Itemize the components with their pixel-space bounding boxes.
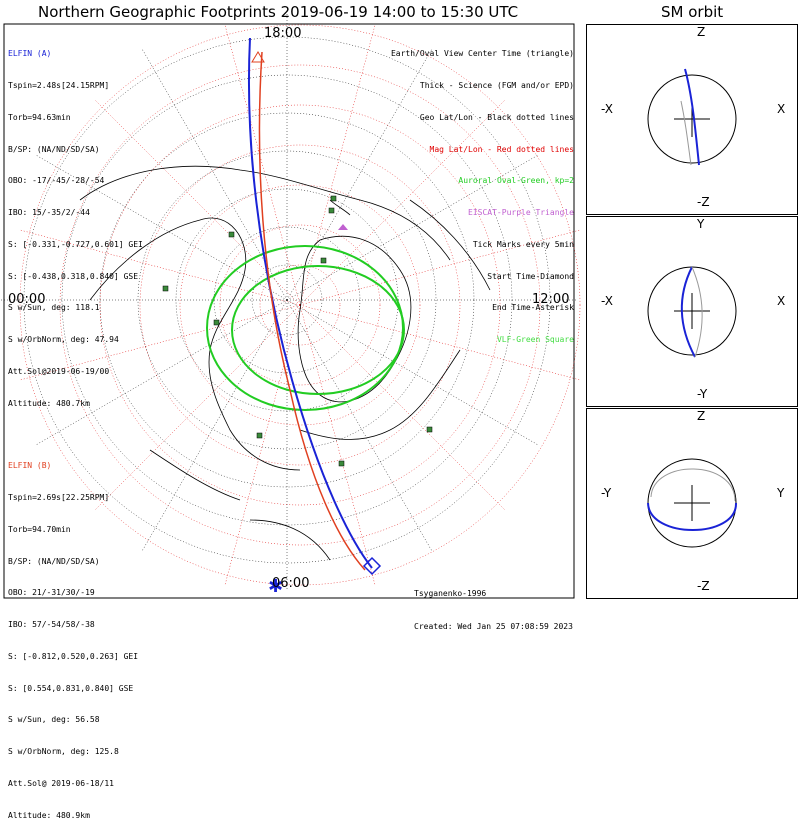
hour-label-right: 12:00: [532, 292, 570, 307]
footprint-map: ✱: [0, 10, 581, 599]
hour-label-top: 18:00: [264, 26, 302, 41]
start-diamond: [362, 556, 382, 576]
elfin-b-track: [258, 51, 366, 571]
elfin-b-line: Torb=94.70min: [8, 524, 71, 534]
legend: Earth/Oval View Center Time (triangle) T…: [391, 28, 574, 356]
lat-lon-grid: [0, 10, 581, 590]
map-title: Northern Geographic Footprints 2019-06-1…: [38, 3, 519, 21]
axis-label-bottom: -Y: [697, 387, 708, 401]
elfin-a-info: ELFIN (A) Tspin=2.48s[24.15RPM] Torb=94.…: [8, 28, 143, 420]
elfin-a-line: Torb=94.63min: [8, 112, 71, 122]
sm-orbit-plot: [647, 68, 737, 166]
elfin-b-info: ELFIN (B) Tspin=2.69s[22.25RPM] Torb=94.…: [8, 440, 138, 832]
elfin-a-line: S w/Sun, deg: 118.1: [8, 303, 100, 313]
eiscat-triangle: [338, 224, 348, 230]
legend-item: Auroral Oval-Green, kp=2: [458, 176, 574, 186]
sm-orbit-plot: [647, 266, 737, 358]
legend-item: Thick - Science (FGM and/or EPD): [419, 80, 574, 90]
legend-item: Start Time-Diamond: [487, 271, 574, 281]
sm-panel-xz: Z -Z -X X: [586, 24, 798, 215]
elfin-b-line: B/SP: (NA/ND/SD/SA): [8, 556, 100, 566]
legend-item: EISCAT-Purple Triangle: [468, 208, 574, 218]
earth-circle: [647, 74, 737, 164]
elfin-a-line: IBO: 15/-35/2/-44: [8, 208, 90, 218]
elfin-b-line: OBO: 21/-31/30/-19: [8, 588, 95, 598]
elfin-b-line: Att.Sol@ 2019-06-18/11: [8, 779, 114, 788]
legend-item: End Time-Asterisk: [492, 303, 574, 313]
elfin-a-line: OBO: -17/-45/-28/-54: [8, 176, 105, 186]
elfin-a-line: Att.Sol@2019-06-19/00: [8, 367, 110, 376]
end-asterisk: ✱: [268, 576, 283, 597]
view-center-triangle: [251, 51, 265, 63]
elfin-a-line: Tspin=2.48s[24.15RPM]: [8, 80, 110, 90]
axis-label-right: X: [777, 294, 786, 308]
hour-label-bottom: 06:00: [272, 576, 310, 591]
elfin-b-sm-track: [691, 266, 703, 358]
axis-label-bottom: -Z: [697, 195, 710, 209]
elfin-b-header: ELFIN (B): [8, 461, 52, 471]
sm-orbit-plot: [647, 458, 738, 548]
legend-item: Tick Marks every 5min: [472, 239, 574, 249]
legend-item: Earth/Oval View Center Time (triangle): [390, 49, 574, 59]
axis-label-right: Y: [777, 486, 785, 500]
elfin-a-line: B/SP: (NA/ND/SD/SA): [8, 144, 100, 154]
elfin-b-line: S w/OrbNorm, deg: 125.8: [8, 747, 119, 757]
elfin-a-sm-track: [684, 68, 700, 166]
elfin-b-sm-track: [650, 468, 736, 502]
created-timestamp: Created: Wed Jan 25 07:08:59 2023: [414, 622, 573, 631]
axis-label-bottom: -Z: [697, 579, 710, 593]
elfin-a-line: Altitude: 480.7km: [8, 398, 90, 408]
model-label: Tsyganenko-1996: [414, 589, 487, 598]
elfin-a-sm-track: [647, 502, 738, 531]
elfin-a-sm-track: [680, 266, 696, 358]
axis-label-top: Z: [697, 25, 706, 39]
elfin-b-line: S: [-0.812,0.520,0.263] GEI: [8, 651, 139, 661]
sm-orbit-title: SM orbit: [661, 3, 724, 21]
elfin-b-line: Altitude: 480.9km: [8, 810, 90, 820]
elfin-b-line: S w/Sun, deg: 56.58: [8, 715, 100, 725]
elfin-a-track: [247, 37, 373, 569]
axis-label-right: X: [777, 102, 786, 116]
elfin-b-sm-track: [680, 100, 692, 166]
legend-item: VLF-Green Square: [496, 335, 574, 345]
elfin-b-line: IBO: 57/-54/58/-38: [8, 620, 95, 630]
legend-item: Geo Lat/Lon - Black dotted lines: [419, 112, 574, 122]
elfin-a-line: S: [-0.438,0.318,0.840] GSE: [8, 271, 139, 281]
elfin-a-header: ELFIN (A): [8, 49, 52, 59]
elfin-a-line: S: [-0.331,-0.727,0.601] GEI: [8, 239, 143, 249]
axis-label-left: -X: [601, 294, 613, 308]
elfin-b-line: S: [0.554,0.831,0.840] GSE: [8, 683, 134, 693]
axis-label-left: -Y: [601, 486, 612, 500]
axis-label-top: Y: [697, 217, 705, 231]
hour-label-left: 00:00: [8, 292, 46, 307]
footer: Tsyganenko-1996 Created: Wed Jan 25 07:0…: [414, 566, 573, 643]
legend-item: Mag Lat/Lon - Red dotted lines: [429, 144, 575, 154]
elfin-b-line: Tspin=2.69s[22.25RPM]: [8, 492, 110, 502]
axis-label-left: -X: [601, 102, 613, 116]
elfin-a-line: S w/OrbNorm, deg: 47.94: [8, 335, 119, 345]
sm-panel-xy: Y -Y -X X: [586, 216, 798, 407]
axis-label-top: Z: [697, 409, 706, 423]
sm-panel-yz: Z -Z -Y Y: [586, 408, 798, 599]
